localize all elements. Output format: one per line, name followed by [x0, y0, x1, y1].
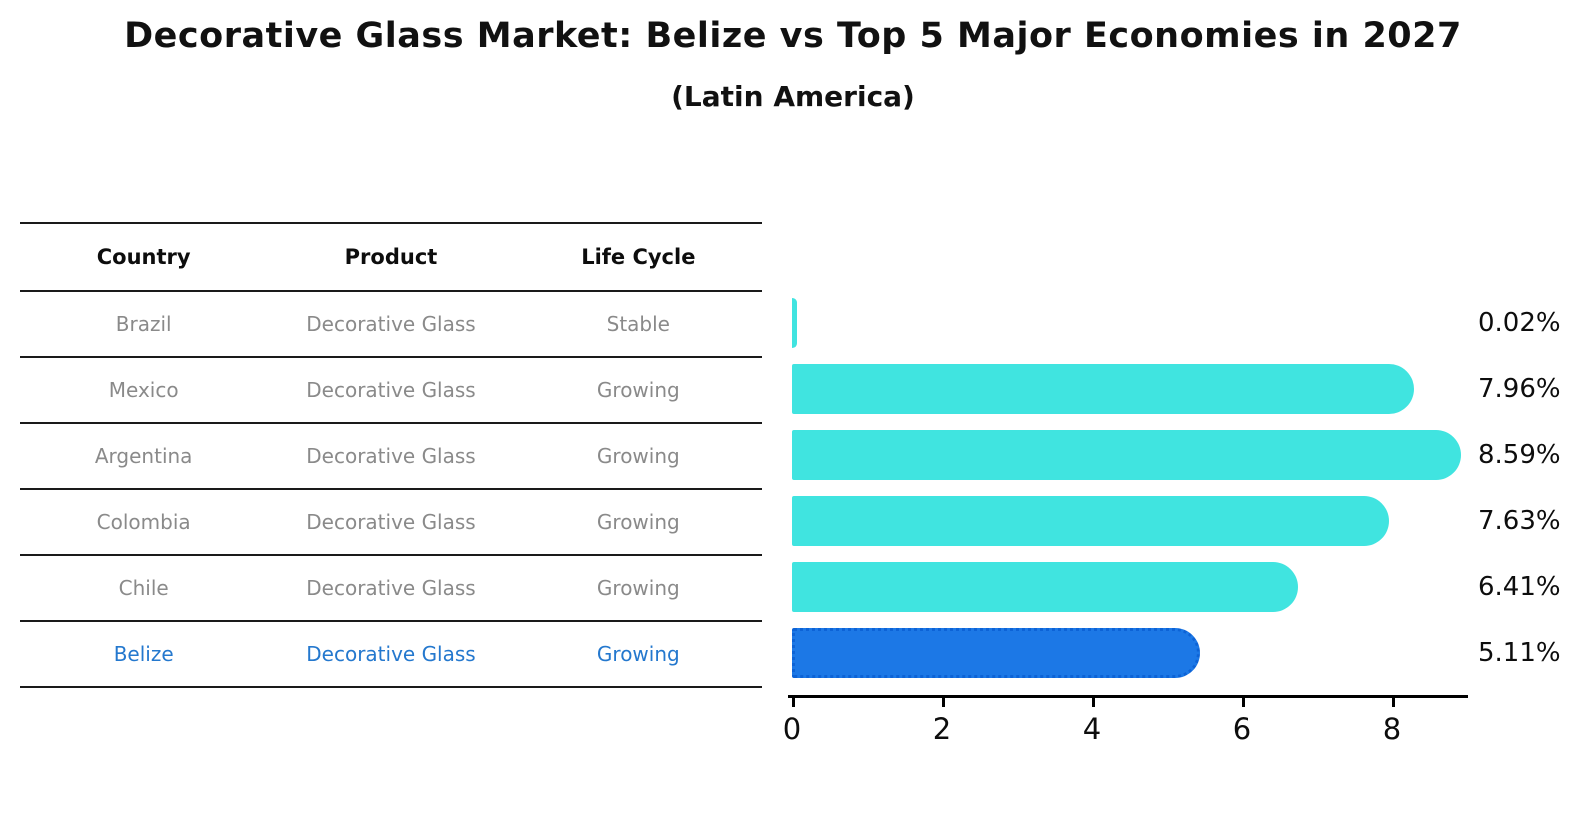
x-tick-mark — [1392, 698, 1395, 707]
value-label-colombia: 7.63% — [1478, 506, 1561, 536]
table-row-chile: Chile Decorative Glass Growing — [20, 554, 762, 620]
x-tick-mark — [942, 698, 945, 707]
value-label-mexico: 7.96% — [1478, 374, 1561, 404]
lifecycle-cell: Stable — [606, 312, 670, 336]
product-cell: Decorative Glass — [306, 312, 476, 336]
x-tick-label: 0 — [782, 712, 802, 746]
bar-mexico — [792, 364, 1414, 414]
x-tick-label: 6 — [1232, 712, 1252, 746]
bar-argentina — [792, 430, 1462, 480]
product-cell: Decorative Glass — [306, 576, 476, 600]
product-cell: Decorative Glass — [306, 444, 476, 468]
bar-belize — [792, 628, 1201, 678]
x-tick-mark — [792, 698, 795, 707]
x-tick-label: 4 — [1082, 712, 1102, 746]
x-tick-mark — [1092, 698, 1095, 707]
chart-subtitle: (Latin America) — [671, 80, 915, 113]
value-label-belize: 5.11% — [1478, 638, 1561, 668]
lifecycle-cell: Growing — [596, 642, 680, 666]
country-cell: Chile — [118, 576, 169, 600]
product-cell: Decorative Glass — [306, 378, 476, 402]
x-tick-label: 2 — [932, 712, 952, 746]
x-tick-label: 8 — [1382, 712, 1402, 746]
bar-colombia — [792, 496, 1390, 546]
table-row-mexico: Mexico Decorative Glass Growing — [20, 356, 762, 422]
lifecycle-cell: Growing — [596, 378, 680, 402]
country-cell: Mexico — [108, 378, 179, 402]
x-axis-line — [788, 695, 1468, 698]
country-table: Country Product Life Cycle Brazil Decorat… — [20, 222, 762, 688]
country-cell: Brazil — [115, 312, 172, 336]
product-cell: Decorative Glass — [306, 642, 476, 666]
table-body: Brazil Decorative Glass Stable Mexico Decora… — [20, 290, 762, 686]
lifecycle-cell: Growing — [596, 444, 680, 468]
bar-brazil — [792, 298, 797, 348]
chart-title: Decorative Glass Market: Belize vs Top 5… — [124, 16, 1462, 56]
country-cell: Argentina — [94, 444, 193, 468]
value-label-chile: 6.41% — [1478, 572, 1561, 602]
column-header-product: Product — [344, 245, 438, 269]
lifecycle-cell: Growing — [596, 576, 680, 600]
bar-chile — [792, 562, 1298, 612]
table-row-argentina: Argentina Decorative Glass Growing — [20, 422, 762, 488]
table-row-colombia: Colombia Decorative Glass Growing — [20, 488, 762, 554]
table-bottom-border — [20, 686, 762, 688]
lifecycle-cell: Growing — [596, 510, 680, 534]
column-header-lifecycle: Life Cycle — [581, 245, 696, 269]
x-tick-mark — [1242, 698, 1245, 707]
table-header-row: Country Product Life Cycle — [20, 222, 762, 290]
country-cell: Belize — [113, 642, 174, 666]
product-cell: Decorative Glass — [306, 510, 476, 534]
country-cell: Colombia — [96, 510, 191, 534]
value-label-brazil: 0.02% — [1478, 308, 1561, 338]
table-row-brazil: Brazil Decorative Glass Stable — [20, 290, 762, 356]
table-row-belize: Belize Decorative Glass Growing — [20, 620, 762, 686]
column-header-country: Country — [96, 245, 191, 269]
value-label-argentina: 8.59% — [1478, 440, 1561, 470]
